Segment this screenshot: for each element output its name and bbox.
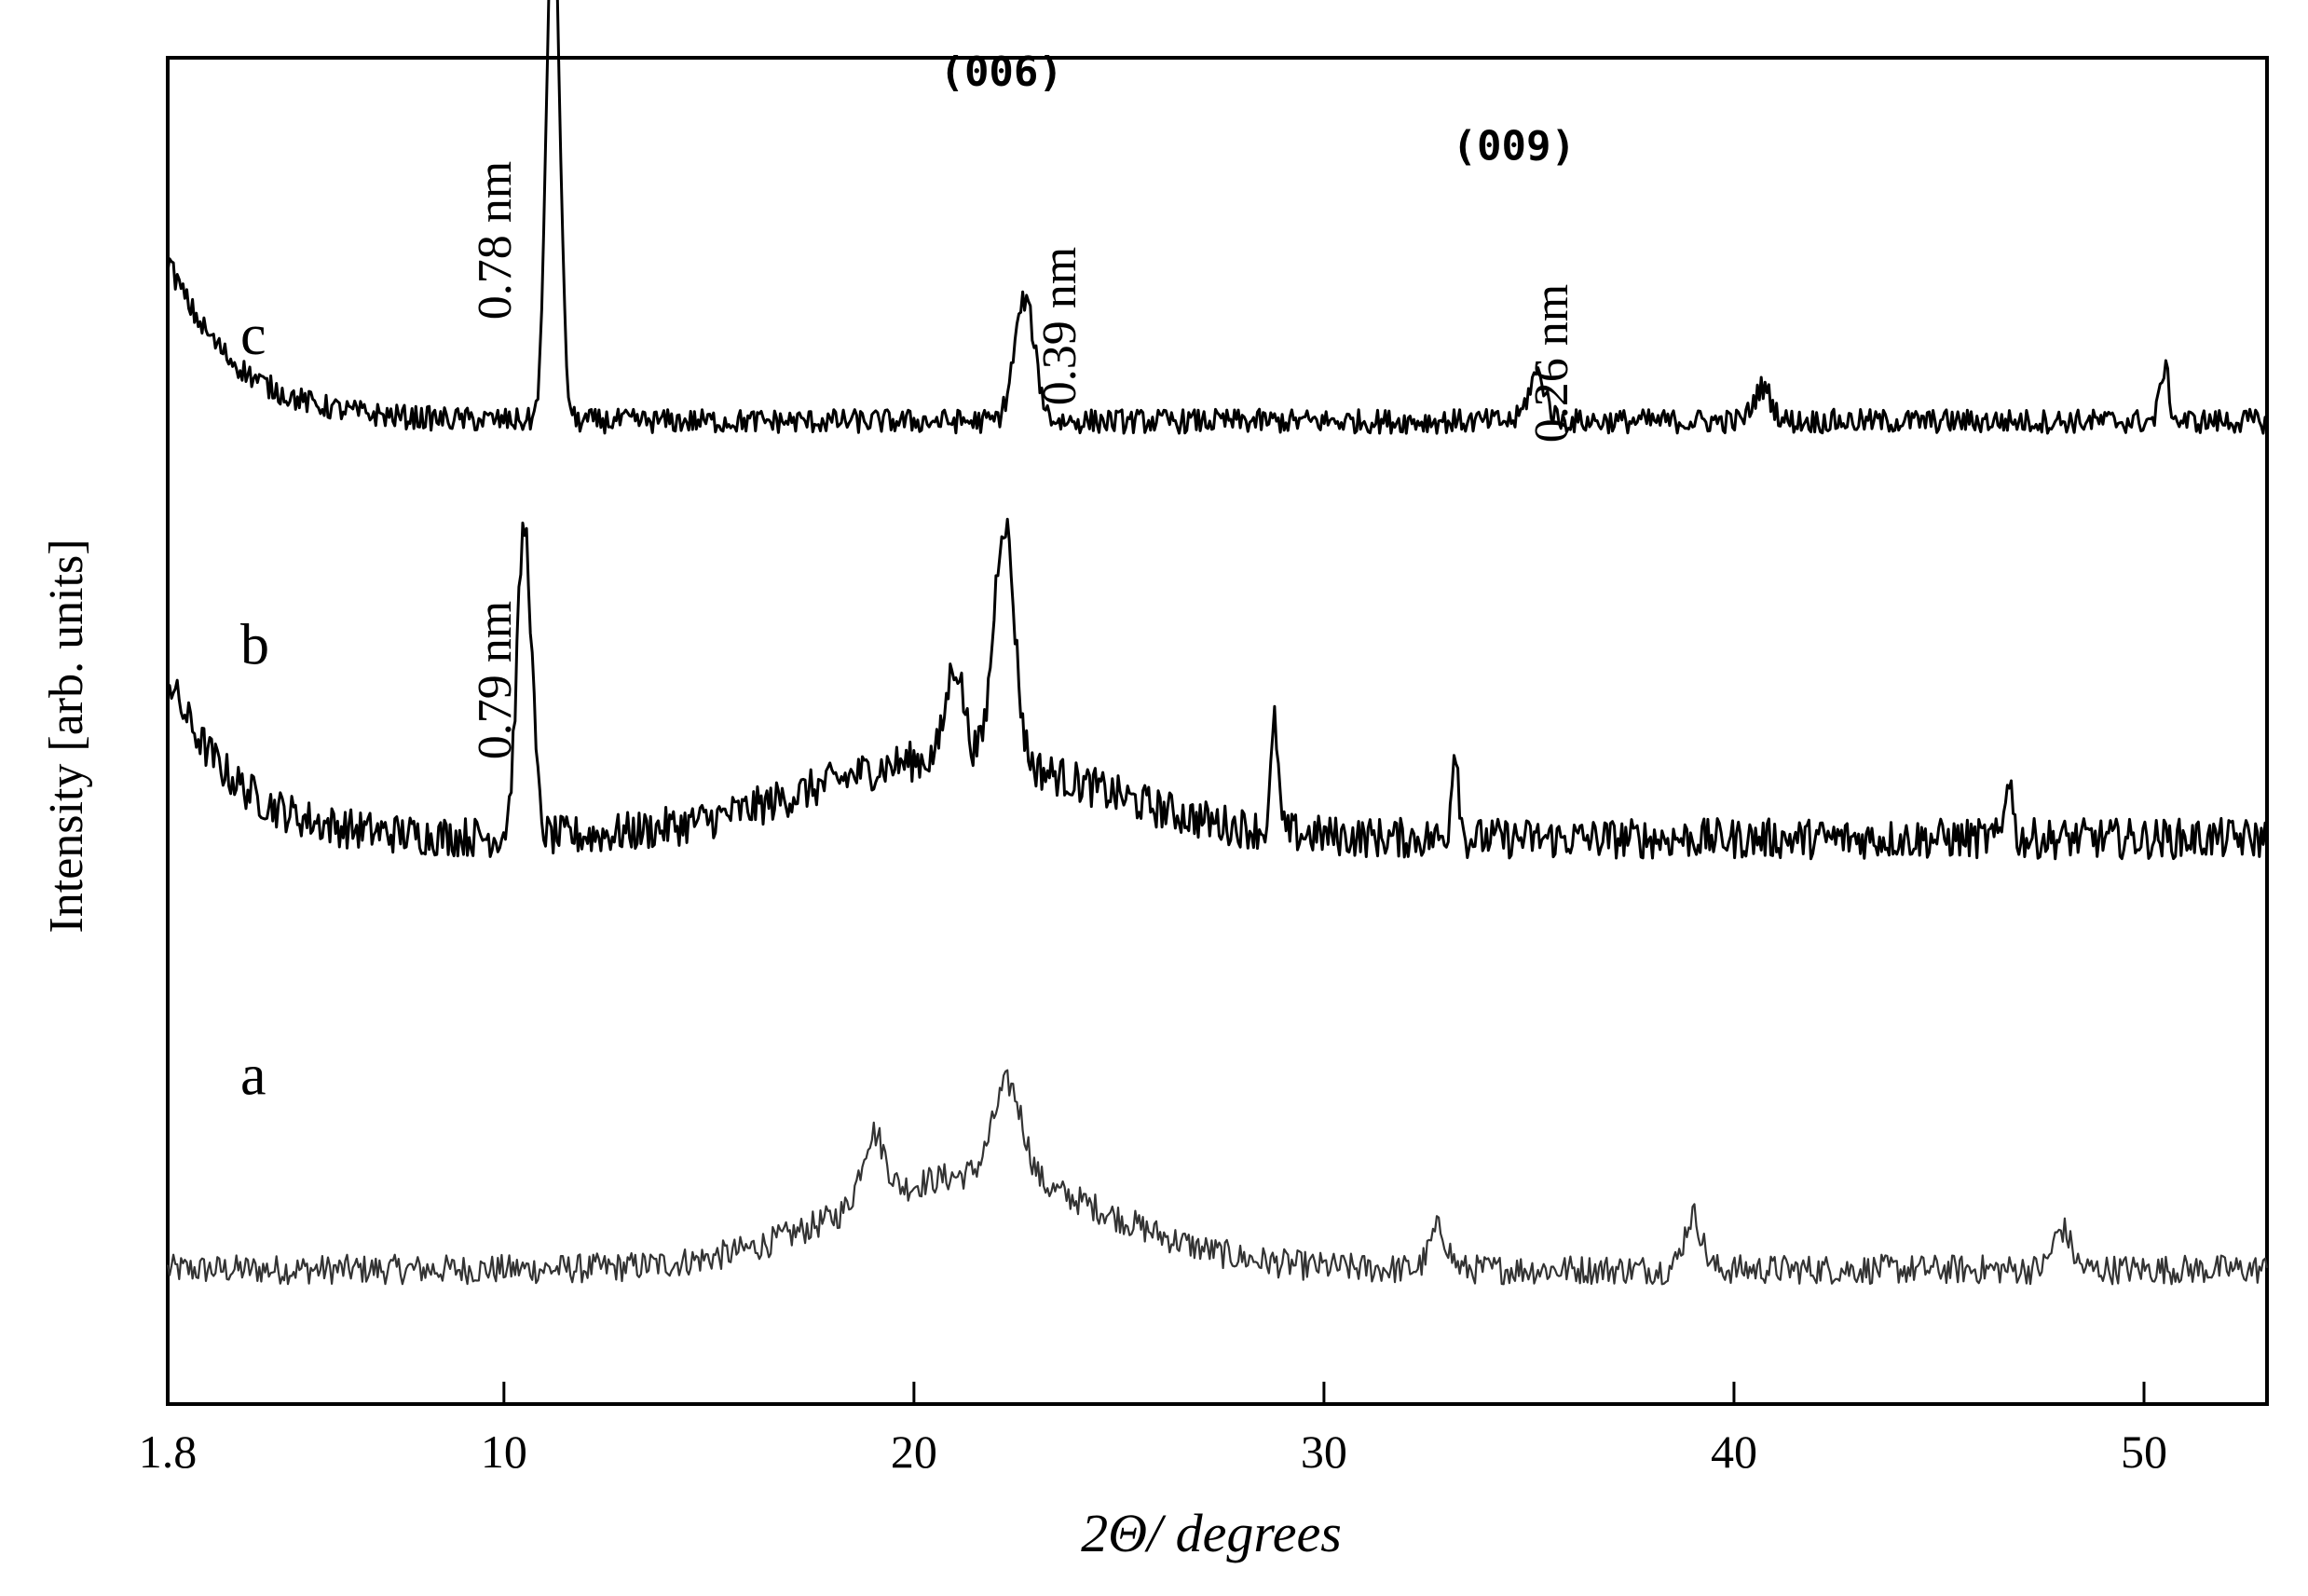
dspacing-label-4: 0.39 nm xyxy=(1033,247,1086,405)
x-ticks: 1.8 10 20 30 40 50 xyxy=(139,1382,2167,1478)
dspacing-label-3: 0.78 nm xyxy=(469,161,522,320)
plot-frame xyxy=(166,56,2269,1406)
x-axis-title: 2Θ/ degrees xyxy=(1081,1503,1342,1563)
labels-group: abc(003)(006)(009)0.78 nm0.39 nm0.26 nm0… xyxy=(240,48,1578,1108)
miller-label-2: (009) xyxy=(1453,123,1576,171)
x-tick-label-3: 30 xyxy=(1301,1425,1347,1478)
x-tick-label-4: 40 xyxy=(1711,1425,1757,1478)
series-c-label: c xyxy=(240,304,266,367)
dspacing-label-5: 0.26 nm xyxy=(1525,284,1578,443)
x-tick-label-5: 50 xyxy=(2121,1425,2167,1478)
x-tick-label-1: 10 xyxy=(481,1425,527,1478)
x-tick-label-2: 20 xyxy=(891,1425,937,1478)
dspacing-label-6: 0.79 nm xyxy=(469,601,522,759)
y-axis-title: Intensity [arb. units] xyxy=(40,539,93,933)
series-a-label: a xyxy=(240,1044,266,1108)
series-c-line xyxy=(166,0,2268,435)
series-group xyxy=(166,0,2269,1286)
miller-label-1: (006) xyxy=(939,48,1062,96)
series-a-line xyxy=(166,1069,2269,1286)
series-b-line xyxy=(166,517,2269,861)
series-b-label: b xyxy=(240,613,269,676)
x-tick-label-0: 1.8 xyxy=(139,1425,198,1478)
